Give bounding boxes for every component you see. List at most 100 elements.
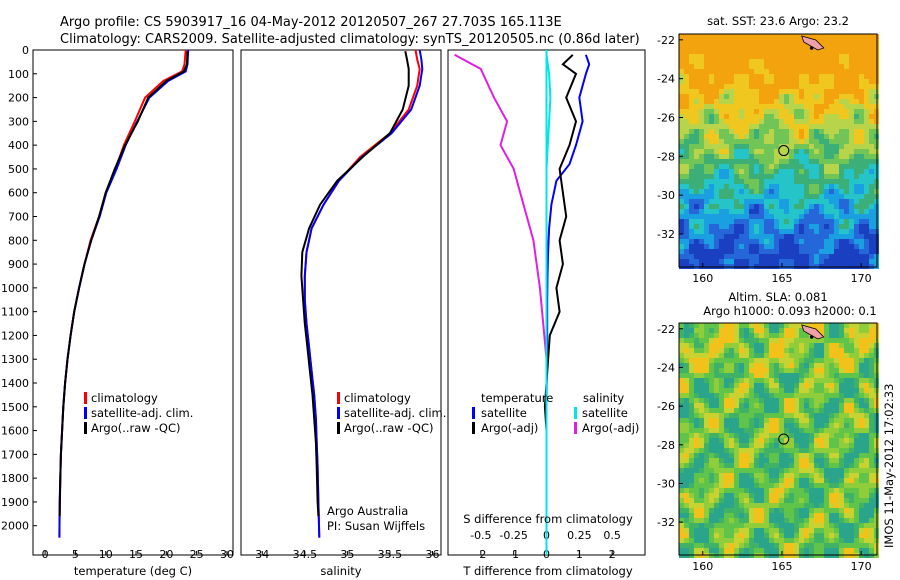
map-cell — [859, 84, 864, 89]
map-cell — [729, 483, 734, 488]
map-cell — [834, 219, 839, 224]
map-cell — [679, 224, 684, 229]
map-cell — [859, 54, 864, 59]
map-cell — [814, 533, 819, 538]
map-cell — [694, 234, 699, 239]
map-cell — [744, 463, 749, 468]
map-cell — [794, 69, 799, 74]
map-cell — [819, 79, 824, 84]
map-cell — [719, 513, 724, 518]
map-cell — [739, 348, 744, 353]
map-cell — [754, 423, 759, 428]
map-cell — [719, 548, 724, 553]
map-cell — [799, 548, 804, 553]
map-cell — [749, 169, 754, 174]
map-cell — [834, 234, 839, 239]
map-cell — [749, 533, 754, 538]
map-cell — [804, 69, 809, 74]
map-cell — [844, 388, 849, 393]
map-cell — [869, 239, 874, 244]
map-cell — [739, 234, 744, 239]
map-cell — [719, 453, 724, 458]
map-cell — [719, 249, 724, 254]
map-cell — [744, 443, 749, 448]
map-cell — [849, 448, 854, 453]
map-cell — [734, 423, 739, 428]
map-cell — [729, 169, 734, 174]
map-cell — [794, 169, 799, 174]
map-cell — [774, 493, 779, 498]
map-cell — [774, 358, 779, 363]
map-cell — [859, 199, 864, 204]
map-cell — [829, 538, 834, 543]
map-cell — [699, 249, 704, 254]
map-cell — [729, 224, 734, 229]
map-cell — [704, 508, 709, 513]
map-cell — [809, 174, 814, 179]
map-cell — [764, 134, 769, 139]
map-cell — [774, 363, 779, 368]
map-cell — [799, 84, 804, 89]
map-cell — [774, 104, 779, 109]
map-cell — [749, 488, 754, 493]
map-cell — [839, 119, 844, 124]
map-cell — [804, 134, 809, 139]
map-cell — [869, 483, 874, 488]
map-cell — [849, 353, 854, 358]
map-cell — [824, 54, 829, 59]
map-cell — [859, 463, 864, 468]
map-cell — [699, 518, 704, 523]
map-cell — [844, 413, 849, 418]
map-cell — [714, 343, 719, 348]
map-cell — [824, 393, 829, 398]
map-cell — [774, 333, 779, 338]
map-cell — [679, 498, 684, 503]
map-cell — [759, 184, 764, 189]
map-cell — [689, 39, 694, 44]
map-cell — [794, 408, 799, 413]
map-cell — [699, 333, 704, 338]
x-tick-label: 15 — [129, 548, 143, 561]
map-cell — [779, 328, 784, 333]
map-cell — [704, 543, 709, 548]
map-cell — [829, 528, 834, 533]
map-cell — [734, 189, 739, 194]
map-cell — [754, 249, 759, 254]
map-cell — [754, 214, 759, 219]
map-cell — [864, 134, 869, 139]
map-cell — [729, 149, 734, 154]
map-cell — [854, 493, 859, 498]
map-cell — [784, 124, 789, 129]
map-cell — [724, 418, 729, 423]
depth-tick-label: 1200 — [1, 329, 29, 342]
map-cell — [869, 518, 874, 523]
map-y-tick-label: -24 — [657, 361, 675, 374]
map-cell — [814, 508, 819, 513]
map-cell — [724, 423, 729, 428]
map-cell — [684, 89, 689, 94]
map-cell — [829, 174, 834, 179]
map-cell — [799, 458, 804, 463]
map-cell — [784, 84, 789, 89]
map-cell — [829, 523, 834, 528]
map-cell — [724, 493, 729, 498]
map-cell — [694, 393, 699, 398]
map-cell — [834, 373, 839, 378]
map-cell — [709, 463, 714, 468]
x-tick-label: 34.5 — [293, 548, 318, 561]
map-cell — [849, 538, 854, 543]
map-cell — [859, 443, 864, 448]
map-cell — [819, 94, 824, 99]
map-cell — [809, 353, 814, 358]
map-cell — [684, 498, 689, 503]
legend-swatch-argo — [84, 422, 87, 434]
map-cell — [814, 383, 819, 388]
map-cell — [764, 418, 769, 423]
map-cell — [854, 34, 859, 39]
map-cell — [749, 508, 754, 513]
map-cell — [679, 393, 684, 398]
map-cell — [794, 403, 799, 408]
map-cell — [769, 343, 774, 348]
map-cell — [699, 84, 704, 89]
map-cell — [814, 69, 819, 74]
